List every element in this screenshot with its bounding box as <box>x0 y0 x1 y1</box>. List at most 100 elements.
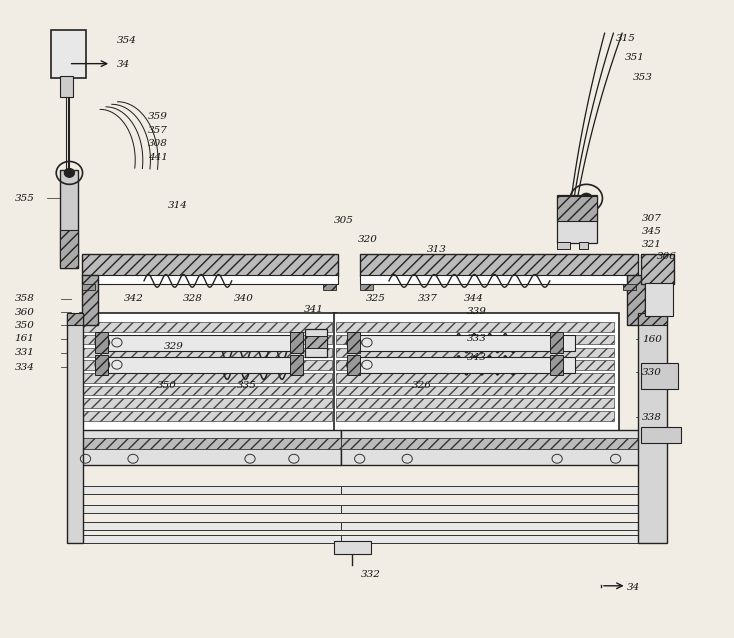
Bar <box>290 355 303 375</box>
Text: 340: 340 <box>234 293 254 302</box>
Bar <box>81 284 95 290</box>
Text: 330: 330 <box>642 368 662 377</box>
Bar <box>341 438 642 449</box>
Text: 306: 306 <box>657 252 677 261</box>
Text: 357: 357 <box>148 126 167 135</box>
Bar <box>96 335 301 351</box>
Bar <box>83 373 332 383</box>
Bar <box>623 284 636 290</box>
Bar <box>341 523 642 530</box>
Text: 337: 337 <box>418 293 438 302</box>
Bar <box>71 430 341 465</box>
Bar <box>334 313 619 433</box>
Text: 338: 338 <box>642 413 662 422</box>
Text: 359: 359 <box>148 112 167 121</box>
Bar <box>336 348 614 357</box>
Bar <box>96 357 301 373</box>
Text: 354: 354 <box>117 36 137 45</box>
Bar <box>336 386 614 395</box>
Text: 335: 335 <box>237 380 257 390</box>
Bar <box>336 360 614 370</box>
Text: 345: 345 <box>642 227 662 236</box>
Bar <box>71 486 341 494</box>
Bar <box>638 314 666 542</box>
Bar <box>71 523 341 530</box>
Bar <box>341 486 642 494</box>
Bar <box>349 357 575 373</box>
Text: 313: 313 <box>427 244 447 254</box>
Text: 355: 355 <box>15 194 34 203</box>
Bar <box>642 253 674 284</box>
Bar <box>336 335 614 345</box>
Text: 331: 331 <box>15 348 34 357</box>
Text: 344: 344 <box>464 293 484 302</box>
Bar <box>305 329 327 357</box>
Text: 307: 307 <box>642 214 662 223</box>
Text: 441: 441 <box>148 152 167 161</box>
Text: 320: 320 <box>358 235 378 244</box>
Bar <box>349 335 575 351</box>
Text: 308: 308 <box>148 139 167 148</box>
Bar <box>81 274 98 325</box>
Bar <box>68 313 83 325</box>
Bar <box>346 332 360 353</box>
Circle shape <box>65 168 75 177</box>
Text: 351: 351 <box>625 53 644 62</box>
Text: 350: 350 <box>15 321 34 330</box>
Text: 325: 325 <box>366 293 385 302</box>
Bar <box>81 274 338 284</box>
Bar <box>51 30 86 78</box>
Bar <box>83 348 332 357</box>
Text: 161: 161 <box>15 334 34 343</box>
Bar <box>336 398 614 408</box>
Bar <box>290 332 303 353</box>
Text: 353: 353 <box>633 73 653 82</box>
Text: 343: 343 <box>466 353 487 362</box>
Bar <box>346 355 360 375</box>
Text: 160: 160 <box>642 335 662 344</box>
Bar <box>557 197 597 221</box>
Bar <box>95 355 108 375</box>
Bar <box>83 335 332 345</box>
Bar <box>81 253 338 276</box>
Bar <box>83 360 332 370</box>
Text: 34: 34 <box>628 583 641 592</box>
Text: 339: 339 <box>466 307 487 316</box>
Bar <box>71 505 341 513</box>
Bar <box>83 322 332 332</box>
Text: 341: 341 <box>303 305 323 314</box>
Text: 350: 350 <box>156 380 176 390</box>
Bar <box>323 284 336 290</box>
Text: 334: 334 <box>15 363 34 372</box>
Bar <box>71 535 341 542</box>
Text: 321: 321 <box>642 239 662 249</box>
Bar <box>557 195 597 243</box>
Bar <box>334 541 371 554</box>
Text: 333: 333 <box>466 334 487 343</box>
Text: 342: 342 <box>124 293 144 302</box>
Text: 358: 358 <box>15 294 34 303</box>
Bar <box>645 283 672 316</box>
Bar <box>68 314 83 542</box>
Circle shape <box>581 193 592 204</box>
Text: 326: 326 <box>413 380 432 390</box>
Bar <box>71 438 341 449</box>
Bar <box>83 411 332 420</box>
Bar <box>60 230 78 268</box>
Bar <box>83 398 332 408</box>
Bar <box>341 505 642 513</box>
Bar <box>83 386 332 395</box>
Bar <box>579 242 588 249</box>
Bar <box>341 430 642 465</box>
Text: 332: 332 <box>361 570 381 579</box>
Text: 314: 314 <box>168 202 188 211</box>
Bar <box>550 332 563 353</box>
Bar <box>80 313 336 433</box>
Bar <box>360 253 638 276</box>
Text: 34: 34 <box>117 61 130 70</box>
Bar <box>638 313 666 325</box>
Bar <box>60 170 78 268</box>
Bar <box>360 284 373 290</box>
Bar <box>360 274 638 284</box>
Bar <box>60 77 73 97</box>
